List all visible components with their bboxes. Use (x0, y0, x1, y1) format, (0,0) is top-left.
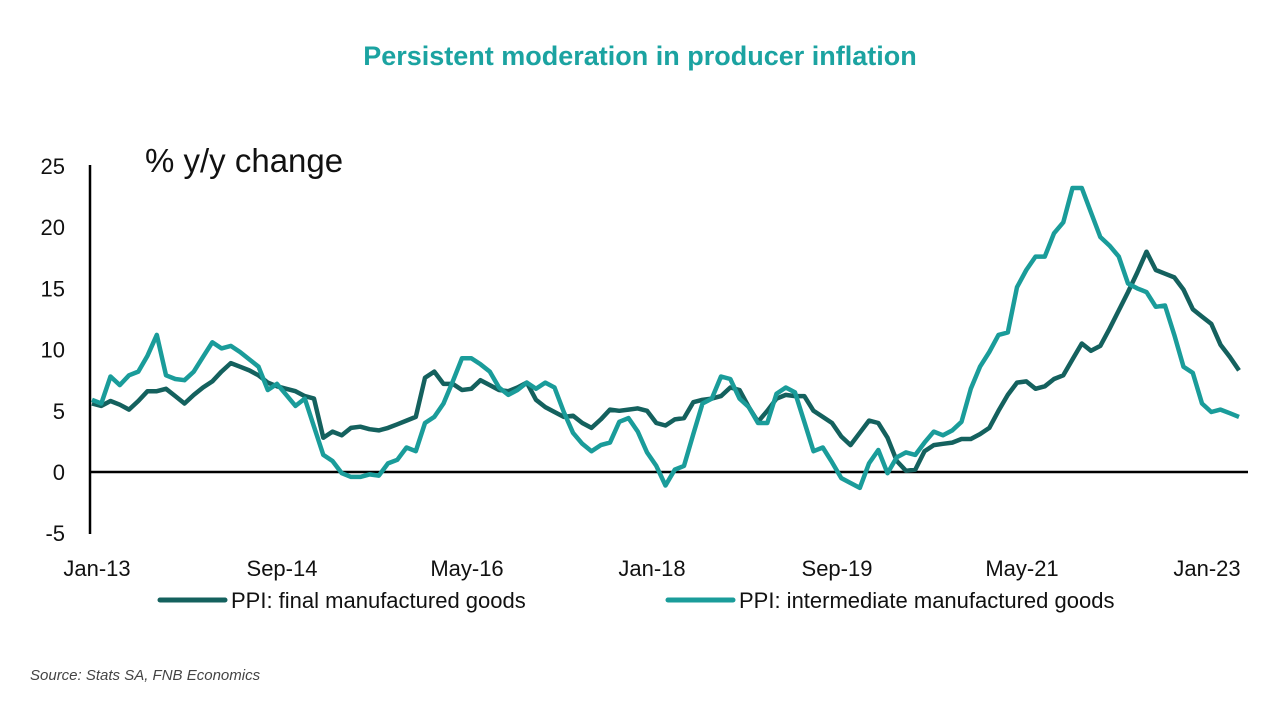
y-tick-label: 5 (53, 399, 65, 424)
legend-label-intermediate: PPI: intermediate manufactured goods (739, 588, 1114, 613)
x-tick-label: Jan-18 (618, 556, 685, 581)
x-tick-labels: Jan-13 Sep-14 May-16 Jan-18 Sep-19 May-21 Jan-… (63, 556, 1240, 581)
y-tick-label: 10 (41, 338, 65, 363)
y-tick-label: 25 (41, 154, 65, 179)
y-axis-label: % y/y change (145, 142, 343, 179)
y-tick-labels: -5 0 5 10 15 20 25 (41, 154, 65, 546)
x-tick-label: Sep-14 (247, 556, 318, 581)
y-tick-label: 0 (53, 460, 65, 485)
series-line-final (91, 249, 1241, 474)
legend-label-final: PPI: final manufactured goods (231, 588, 526, 613)
source-note: Source: Stats SA, FNB Economics (30, 667, 261, 684)
y-tick-label: 20 (41, 215, 65, 240)
x-tick-label: Jan-23 (1173, 556, 1240, 581)
legend: PPI: final manufactured goods PPI: inter… (157, 588, 1114, 613)
x-tick-label: Sep-19 (802, 556, 873, 581)
x-tick-label: May-21 (985, 556, 1058, 581)
series-group (91, 185, 1241, 491)
y-tick-label: 15 (41, 276, 65, 301)
y-tick-label: -5 (45, 521, 65, 546)
series-line-intermediate (91, 185, 1240, 491)
x-tick-label: May-16 (430, 556, 503, 581)
x-tick-label: Jan-13 (63, 556, 130, 581)
chart-title: Persistent moderation in producer inflat… (363, 41, 917, 71)
